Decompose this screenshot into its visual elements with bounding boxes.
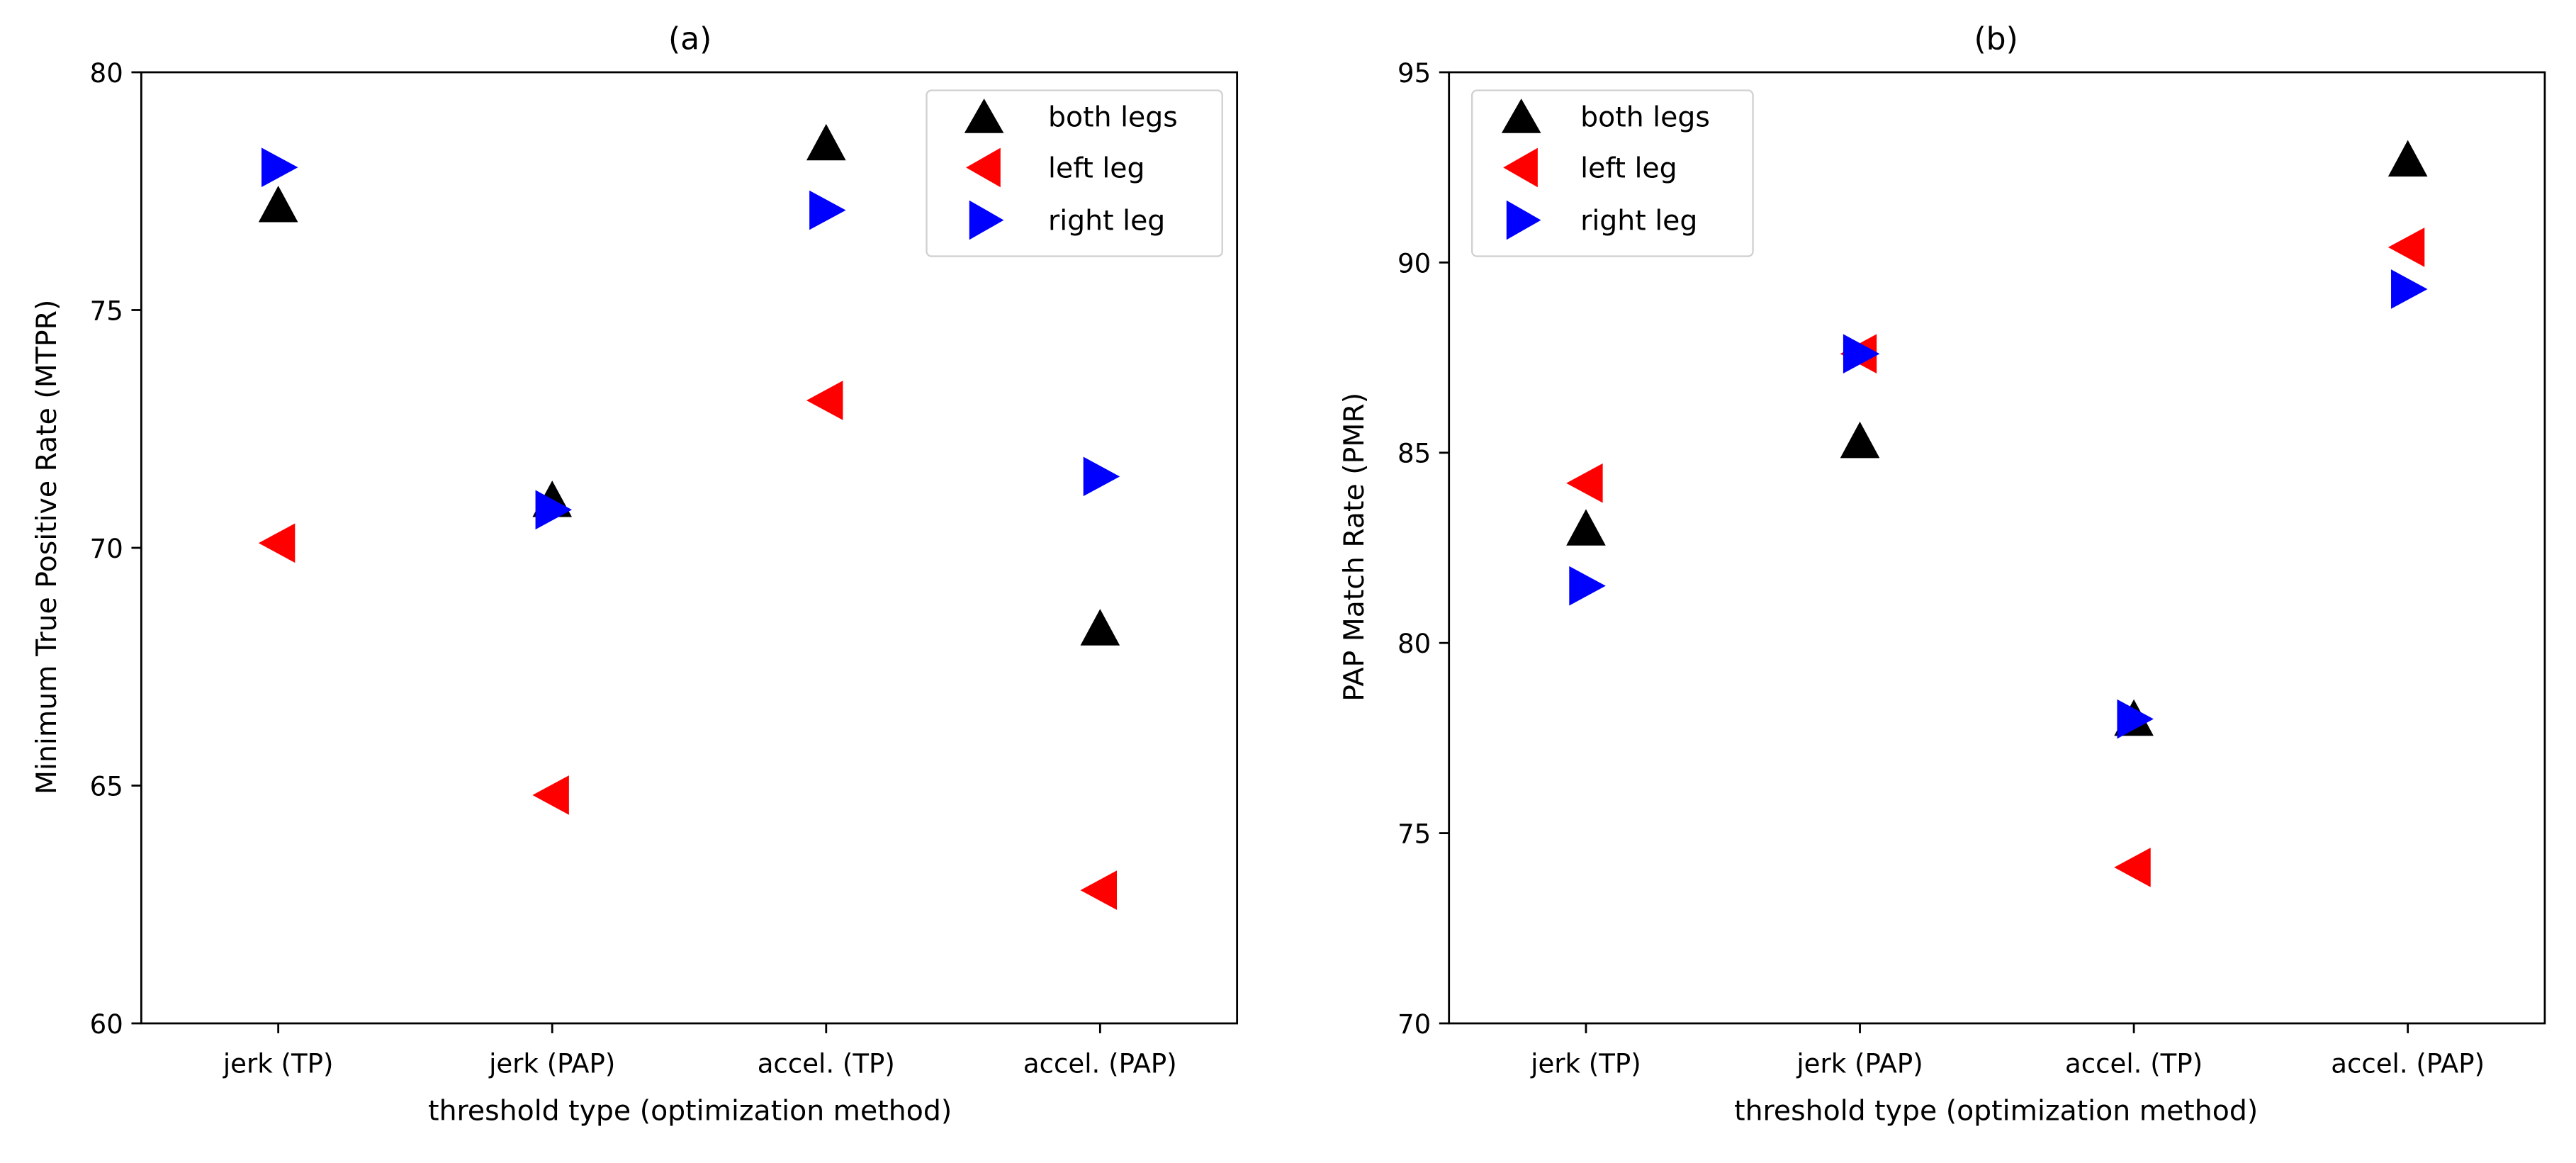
legend-item: right leg — [1506, 200, 1697, 240]
y-tick-label: 95 — [1397, 58, 1431, 89]
x-tick-label: accel. (PAP) — [1023, 1049, 1177, 1079]
y-tick-label: 85 — [1397, 439, 1431, 469]
point-triangle-right — [535, 490, 573, 530]
legend-marker-triangle-right-icon — [969, 200, 1004, 240]
legend-label: right leg — [1580, 204, 1697, 237]
x-tick-label: jerk (PAP) — [1796, 1049, 1923, 1079]
panel-a-y-axis-label: Minimum True Positive Rate (MTPR) — [30, 300, 63, 794]
panel-b-legend: both legs left leg right leg — [1470, 89, 1754, 257]
legend-item: left leg — [1503, 147, 1677, 188]
y-tick-label: 70 — [1397, 1009, 1431, 1040]
x-tick-label: accel. (TP) — [2065, 1049, 2203, 1079]
panel-a-y-ticks: 60 65 70 75 80 — [90, 58, 142, 1040]
panel-a-x-ticks: jerk (TP) jerk (PAP) accel. (TP) accel. (PA… — [223, 1023, 1177, 1079]
panel-a-marks — [258, 123, 1120, 910]
point-triangle-right — [2117, 699, 2154, 739]
x-tick-label: jerk (PAP) — [488, 1049, 615, 1079]
legend-label: both legs — [1048, 101, 1178, 133]
point-triangle-up — [1566, 509, 1606, 546]
legend-marker-triangle-left-icon — [966, 147, 1001, 188]
point-triangle-right — [809, 190, 846, 230]
legend-label: left leg — [1048, 152, 1145, 184]
legend-label: both legs — [1580, 101, 1710, 133]
y-tick-label: 70 — [90, 534, 123, 564]
point-triangle-left — [1080, 870, 1117, 910]
panel-b: (b) 70 75 80 85 90 95 jerk (TP) jerk (PAP) acce… — [1338, 21, 2546, 1128]
point-triangle-right — [1569, 566, 1606, 606]
panel-a-title: (a) — [668, 21, 712, 57]
panel-a: (a) 60 65 70 75 80 jerk (TP) jerk (PAP) accel.… — [30, 21, 1239, 1128]
point-triangle-right — [261, 147, 298, 187]
x-tick-label: accel. (PAP) — [2331, 1049, 2485, 1079]
point-triangle-up — [2387, 140, 2428, 177]
panel-b-y-axis-label: PAP Match Rate (PMR) — [1338, 393, 1371, 702]
legend-marker-triangle-up-icon — [1501, 99, 1541, 133]
legend-label: left leg — [1580, 152, 1677, 184]
panel-b-title: (b) — [1974, 21, 2018, 57]
point-triangle-up — [1080, 609, 1120, 646]
y-tick-label: 90 — [1397, 248, 1431, 279]
y-tick-label: 80 — [90, 58, 123, 89]
y-tick-label: 65 — [90, 771, 123, 802]
legend-item: both legs — [1501, 99, 1710, 133]
panel-b-x-axis-label: threshold type (optimization method) — [1734, 1095, 2258, 1128]
panel-b-x-ticks: jerk (TP) jerk (PAP) accel. (TP) accel. (PA… — [1530, 1023, 2485, 1079]
y-tick-label: 60 — [90, 1009, 123, 1040]
legend-item: right leg — [969, 200, 1165, 240]
y-tick-label: 75 — [90, 296, 123, 326]
legend-marker-triangle-left-icon — [1503, 147, 1538, 188]
panel-a-x-axis-label: threshold type (optimization method) — [428, 1095, 952, 1128]
legend-marker-triangle-right-icon — [1506, 200, 1541, 240]
legend-item: both legs — [964, 99, 1178, 133]
x-tick-label: jerk (TP) — [223, 1049, 334, 1079]
point-triangle-right — [1083, 456, 1120, 497]
legend-item: left leg — [966, 147, 1145, 188]
point-triangle-left — [2387, 227, 2425, 267]
panel-b-marks — [1566, 140, 2428, 887]
point-triangle-right — [1843, 334, 1880, 374]
panel-b-legend-frame — [1470, 89, 1754, 257]
y-tick-label: 75 — [1397, 819, 1431, 849]
legend-marker-triangle-up-icon — [964, 99, 1004, 133]
point-triangle-up — [1840, 421, 1880, 459]
point-triangle-left — [532, 775, 569, 815]
point-triangle-right — [2391, 269, 2428, 309]
panel-a-legend: both legs left leg right leg — [926, 89, 1223, 257]
point-triangle-left — [258, 523, 296, 563]
point-triangle-up — [258, 186, 298, 223]
point-triangle-left — [2114, 848, 2151, 887]
panel-b-y-ticks: 70 75 80 85 90 95 — [1397, 58, 1449, 1040]
x-tick-label: jerk (TP) — [1530, 1049, 1641, 1079]
panel-b-axes-frame — [1448, 71, 2546, 1025]
point-triangle-up — [806, 123, 846, 161]
point-triangle-left — [806, 381, 843, 420]
y-tick-label: 80 — [1397, 629, 1431, 659]
x-tick-label: accel. (TP) — [758, 1049, 895, 1079]
legend-label: right leg — [1048, 204, 1165, 237]
point-triangle-left — [1566, 463, 1603, 503]
